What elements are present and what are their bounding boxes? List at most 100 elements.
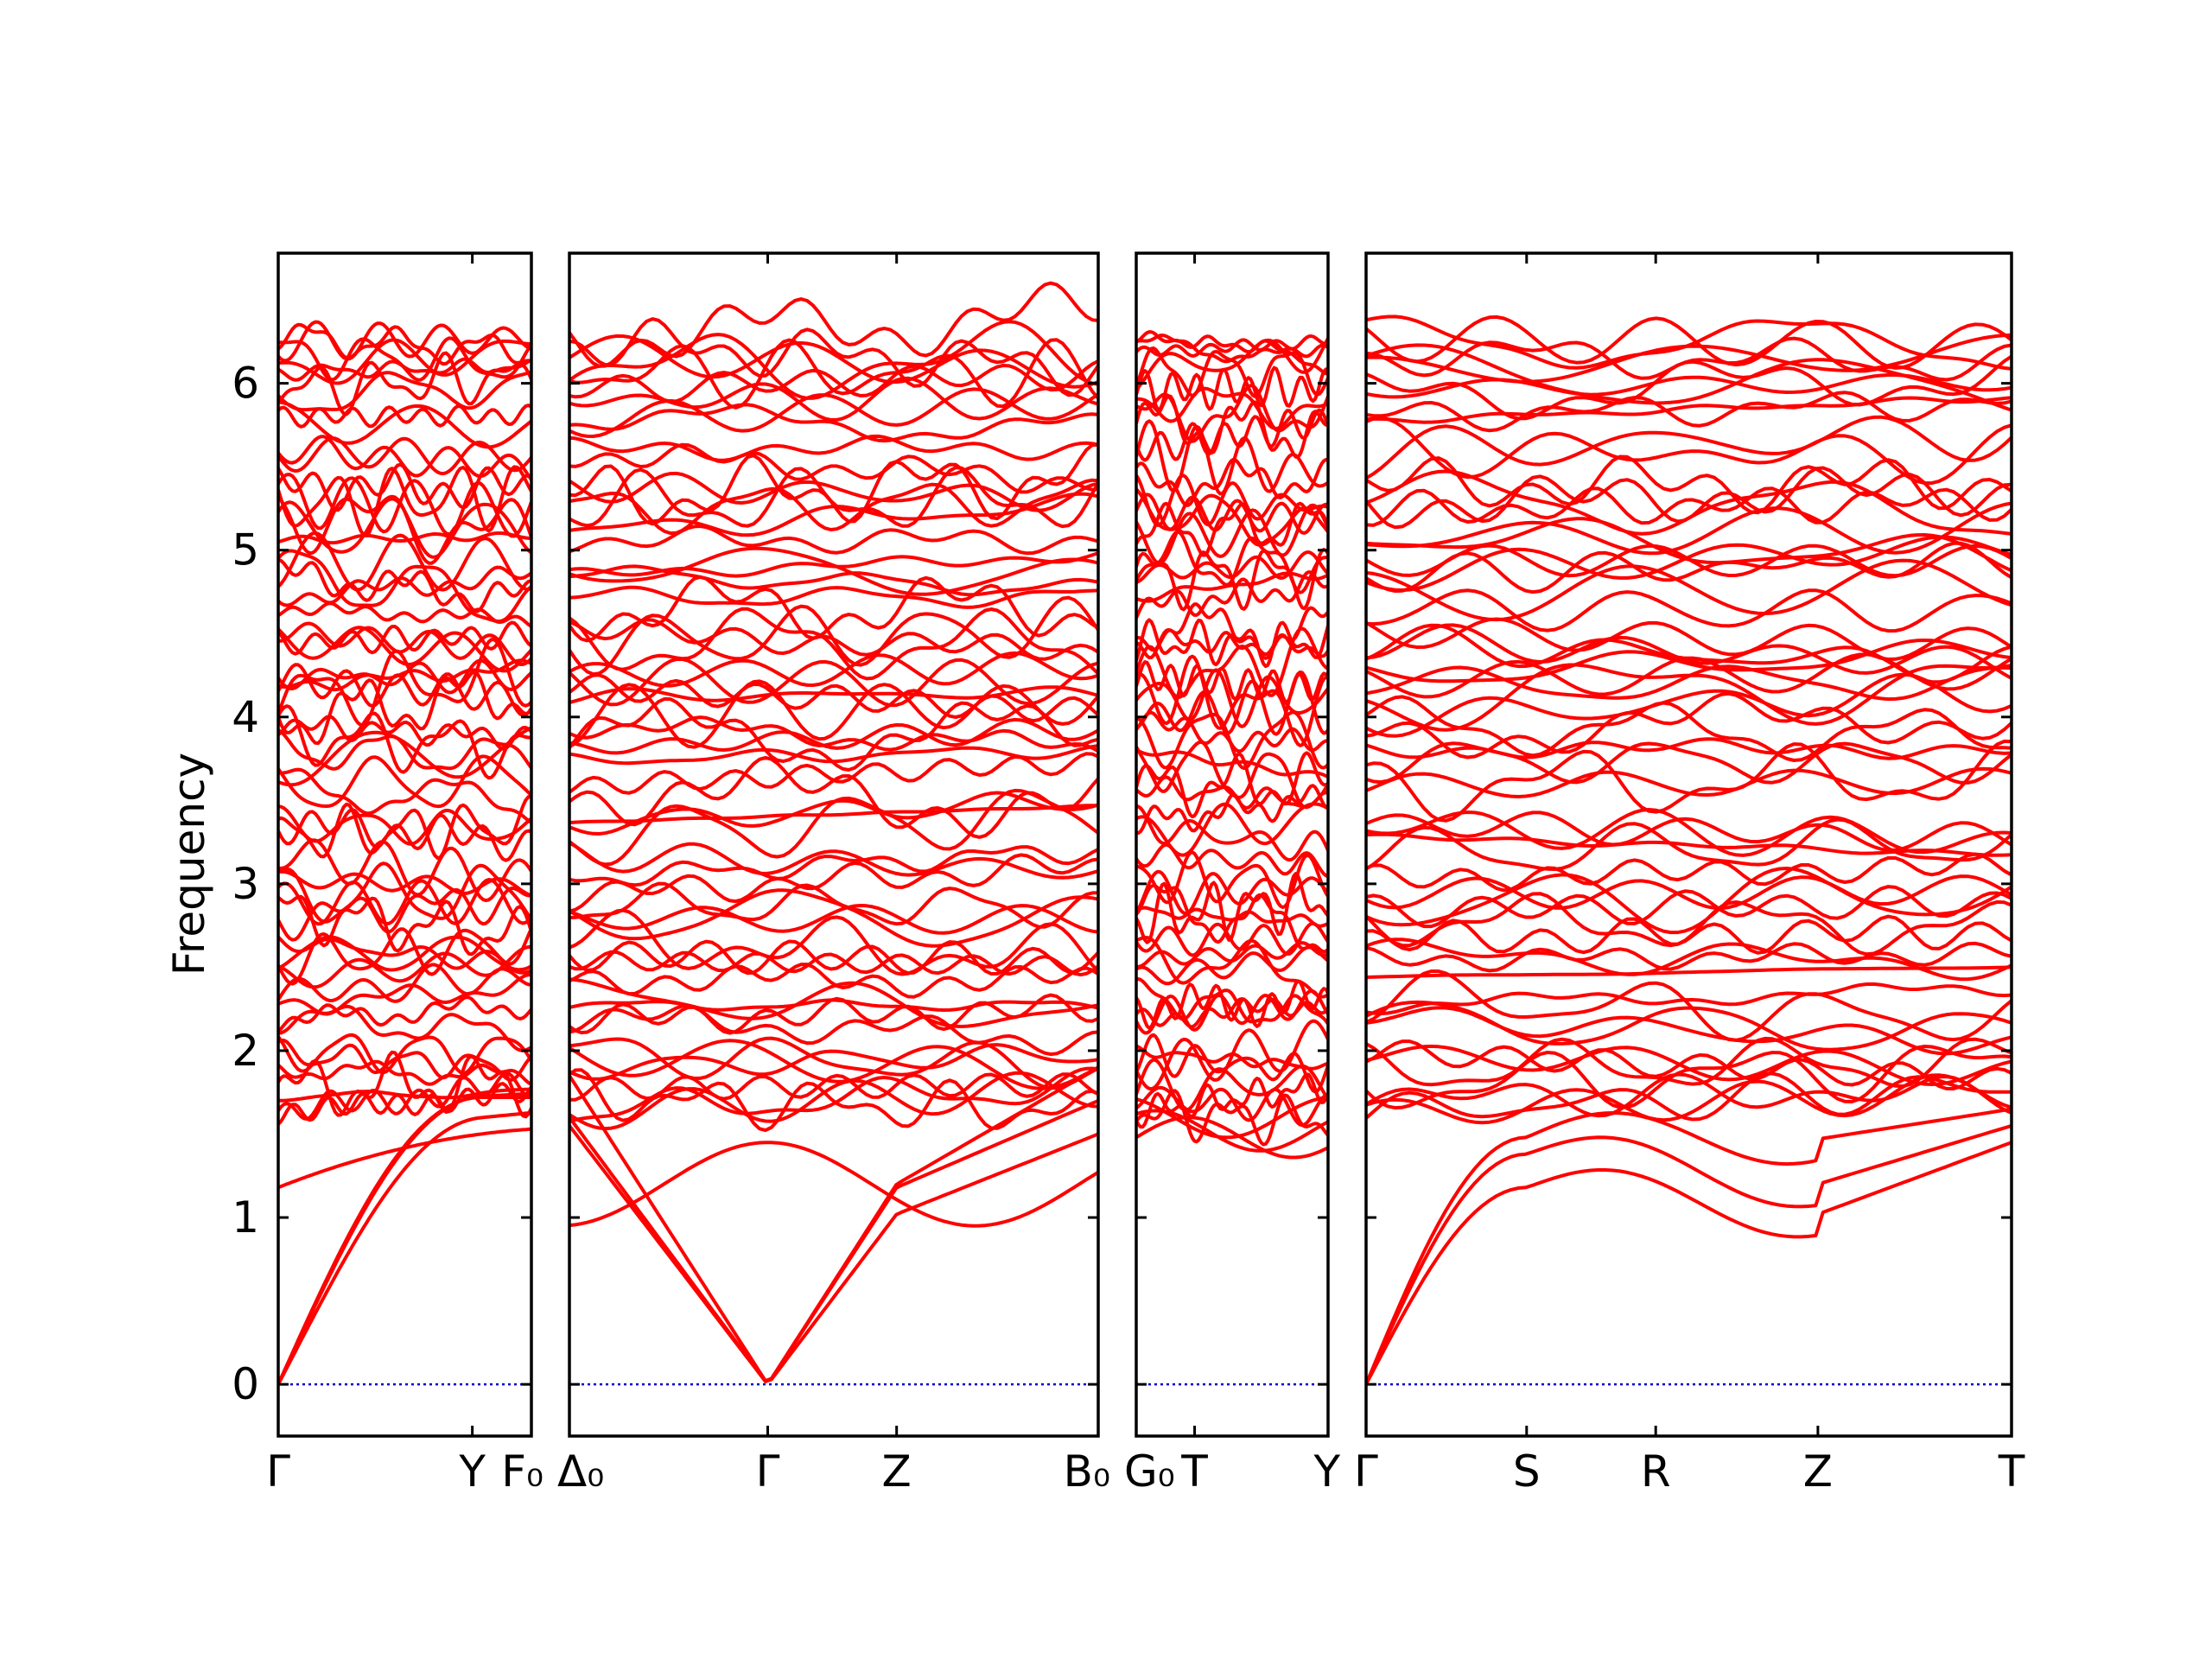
band-line (1366, 941, 2012, 973)
acoustic-band-line (1136, 1116, 1328, 1160)
band-line (278, 370, 531, 412)
acoustic-band-line (278, 1127, 531, 1190)
band-line (569, 1068, 1098, 1133)
acoustic-band-line (569, 1124, 1098, 1383)
band-line (1136, 883, 1328, 954)
x-tick-label: Γ (1354, 1446, 1378, 1497)
band-line (1136, 802, 1328, 857)
band-line (569, 715, 1098, 753)
band-line (278, 1039, 531, 1082)
band-line (569, 1043, 1098, 1081)
band-line (1136, 979, 1328, 1030)
band-line (1366, 695, 2012, 762)
band-line (1366, 1036, 2012, 1089)
band-line (1136, 751, 1328, 819)
band-line (1366, 315, 2012, 370)
band-line (569, 841, 1098, 880)
band-line (569, 950, 1098, 977)
band-line (569, 939, 1098, 976)
band-line (1136, 503, 1328, 565)
band-line (278, 336, 531, 382)
band-line (1136, 710, 1328, 771)
band-line (1136, 997, 1328, 1029)
y-tick-label: 5 (232, 525, 259, 575)
x-tick-label: T (1998, 1446, 2025, 1497)
band-line (278, 861, 531, 924)
band-line (569, 853, 1098, 913)
y-axis-label: Frequency (164, 753, 214, 976)
band-line (569, 442, 1098, 526)
acoustic-band-line (1366, 1141, 2012, 1386)
band-line (1366, 965, 2012, 979)
band-line (1366, 817, 2012, 871)
band-line (278, 704, 531, 780)
band-line (1366, 737, 2012, 760)
x-tick-label: Γ (756, 1446, 780, 1497)
band-line (1136, 384, 1328, 443)
band-line (278, 621, 531, 666)
band-line (569, 904, 1098, 935)
acoustic-band-line (278, 1096, 531, 1385)
x-tick-label: F₀ (501, 1446, 543, 1497)
band-line (278, 322, 531, 366)
panel-3: G₀ T Y (1124, 251, 1340, 1497)
band-line (1366, 885, 2012, 929)
panel-2: Δ₀ Γ Z B₀ (557, 251, 1110, 1497)
band-line (1366, 416, 2012, 486)
band-line (1366, 535, 2012, 592)
band-line (278, 601, 531, 628)
band-line (1136, 710, 1328, 753)
x-tick-label: Y (458, 1446, 486, 1497)
bands-panel-2 (569, 281, 1098, 1386)
band-line (1366, 808, 2012, 857)
band-line (569, 607, 1098, 681)
band-line (1366, 517, 2012, 573)
band-line (569, 1036, 1098, 1090)
panel-frame (568, 251, 1100, 1438)
band-line (278, 1082, 531, 1126)
band-line (1366, 892, 2012, 957)
band-line (278, 804, 531, 846)
band-line (569, 334, 1098, 389)
band-line (1366, 1000, 2012, 1052)
band-line (278, 1087, 531, 1103)
band-line (569, 524, 1098, 556)
band-line (278, 838, 531, 903)
band-line (569, 717, 1098, 755)
bands-panel-1 (278, 320, 531, 1386)
acoustic-band-line (569, 1099, 1098, 1383)
band-line (569, 618, 1098, 661)
band-line (278, 973, 531, 1016)
band-line (1366, 617, 2012, 661)
band-line (1366, 1006, 2012, 1056)
band-line (1366, 766, 2012, 798)
x-tick-label: G₀ (1124, 1446, 1175, 1497)
band-line (569, 1071, 1098, 1131)
band-line (1136, 654, 1328, 747)
band-line (278, 565, 531, 607)
band-line (569, 575, 1098, 643)
band-line (569, 752, 1098, 795)
band-line (1136, 337, 1328, 391)
band-line (278, 894, 531, 957)
acoustic-band-line (569, 1141, 1098, 1228)
band-line (1136, 474, 1328, 527)
band-line (569, 791, 1098, 836)
band-line (278, 1059, 531, 1086)
band-line (278, 549, 531, 623)
y-tick-label: 1 (232, 1192, 259, 1243)
band-line (1136, 365, 1328, 411)
band-line (1136, 1085, 1328, 1128)
band-line (1366, 486, 2012, 527)
panel-frame (1135, 251, 1330, 1438)
band-line (1366, 391, 2012, 433)
band-line (569, 963, 1098, 999)
band-line (569, 845, 1098, 887)
band-line (569, 585, 1098, 609)
band-line (1366, 938, 2012, 982)
band-line (1136, 408, 1328, 462)
band-line (1136, 330, 1328, 359)
